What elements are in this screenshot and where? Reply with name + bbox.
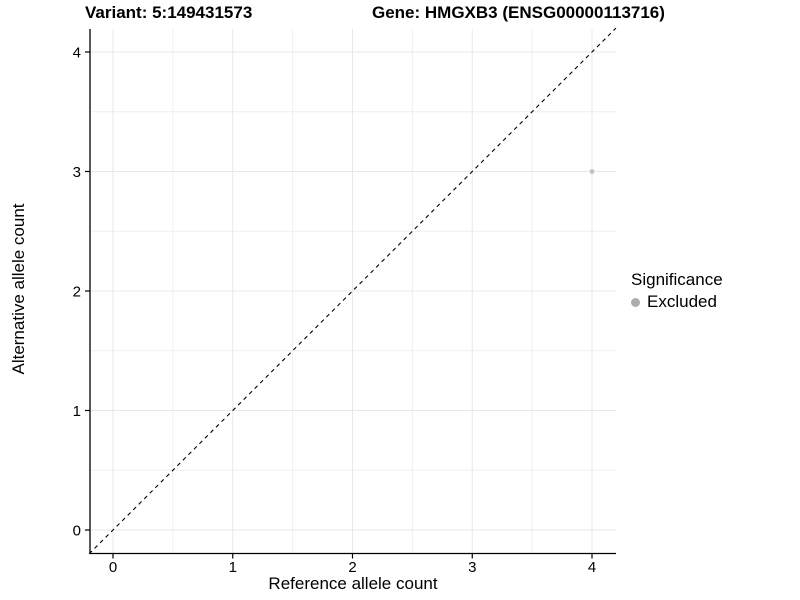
data-points	[589, 169, 595, 174]
axis-tick-labels: 0 1 2 3 4 0 1 2 3 4	[73, 45, 597, 577]
y-tick-label: 1	[73, 403, 81, 420]
x-tick-label: 4	[588, 559, 596, 576]
x-tick-label: 3	[468, 559, 476, 576]
x-tick-label: 1	[229, 559, 237, 576]
y-tick-label: 0	[73, 523, 81, 540]
plot-title-variant: Variant: 5:149431573	[85, 3, 253, 22]
legend: Significance Excluded	[631, 270, 723, 312]
x-tick-label: 2	[348, 559, 356, 576]
y-axis-title: Alternative allele count	[9, 203, 28, 375]
y-tick-label: 4	[73, 45, 81, 62]
plot-title-gene: Gene: HMGXB3 (ENSG00000113716)	[372, 3, 665, 22]
legend-marker-circle-icon	[631, 297, 640, 307]
y-tick-label: 2	[73, 284, 81, 301]
legend-item-label: Excluded	[647, 292, 717, 311]
x-axis-title: Reference allele count	[268, 574, 438, 593]
axis-ticks	[85, 51, 593, 559]
legend-title: Significance	[631, 270, 723, 289]
gridlines	[90, 29, 616, 554]
data-point	[589, 169, 595, 174]
x-tick-label: 0	[109, 559, 117, 576]
legend-item-excluded: Excluded	[631, 292, 723, 312]
y-tick-label: 3	[73, 164, 81, 181]
